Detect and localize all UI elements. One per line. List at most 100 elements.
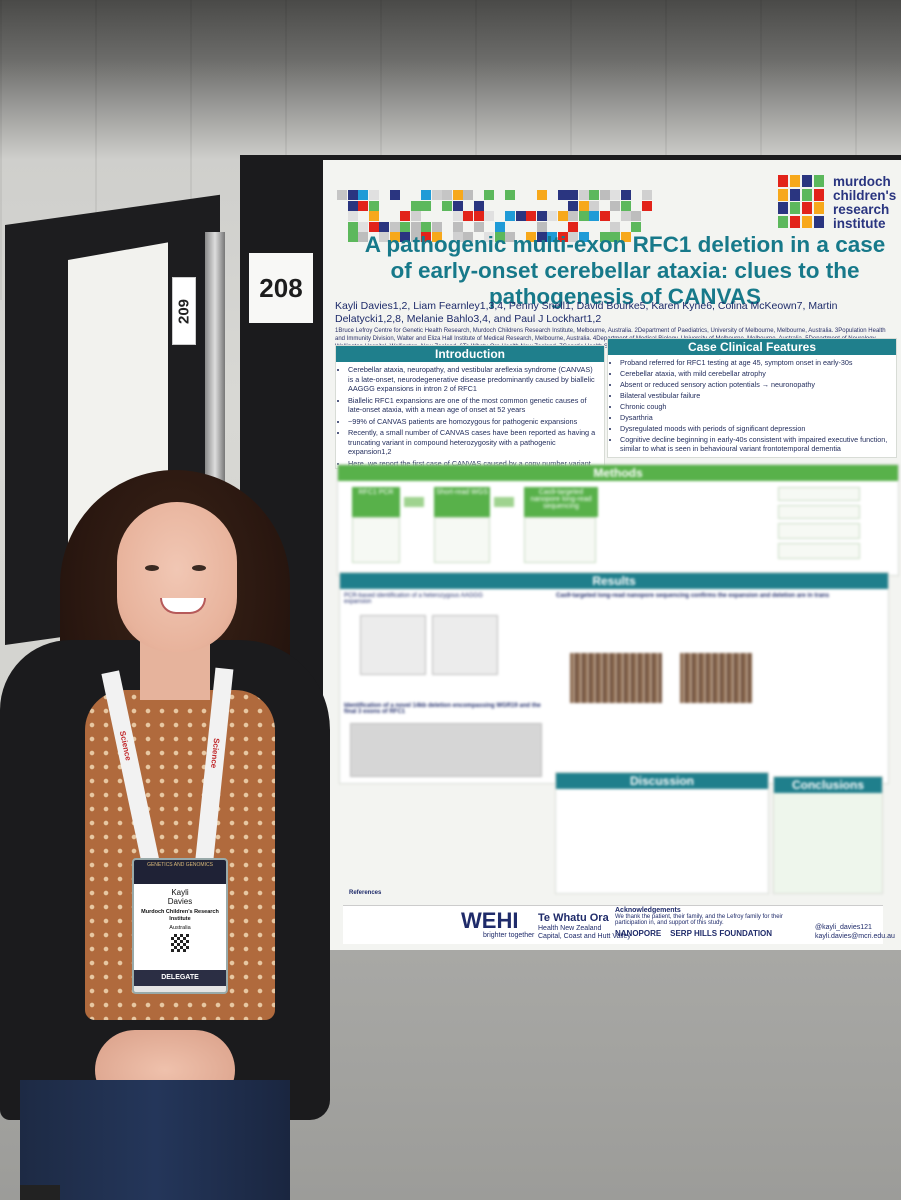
results-section: Results PCR-based identification of a he… (339, 572, 889, 784)
contact-info: @kayli_davies121 kayli.davies@mcri.edu.a… (815, 923, 895, 941)
shoe (20, 1185, 60, 1200)
list-item: ~99% of CANVAS patients are homozygous f… (348, 417, 598, 427)
pixel-tile (368, 221, 379, 232)
twora-subtitle: Health New Zealand Capital, Coast and Hu… (538, 925, 631, 941)
left-board-number: 209 (172, 277, 196, 345)
pixel-tile (452, 190, 463, 200)
pixel-tile (368, 190, 379, 200)
methods-section: Methods RFC1 PCR Short-read WGS Cas9-tar… (337, 464, 899, 576)
list-item: Dysregulated moods with periods of signi… (620, 424, 890, 433)
pixel-tile (568, 200, 578, 211)
institute-logo: murdoch children's research institute (778, 175, 898, 235)
logo-tile (802, 215, 812, 228)
pixel-banner (337, 190, 657, 245)
introduction-section: Introduction Cerebellar ataxia, neuropat… (335, 345, 605, 477)
list-item: Chronic cough (620, 402, 890, 411)
pixel-tile (389, 232, 400, 242)
badge-body: Kayli Davies Murdoch Children's Research… (134, 884, 226, 970)
logo-grid-icon (778, 175, 830, 231)
badge-last-name: Davies (167, 897, 193, 906)
pixel-tile (442, 190, 452, 200)
logo-tile (778, 188, 788, 201)
research-poster: murdoch children's research institute A … (323, 160, 901, 950)
pixel-tile (589, 190, 599, 200)
pixel-tile (400, 221, 410, 232)
results-subheading: Identification of a novel 14kb deletion … (344, 703, 541, 715)
pixel-tile (599, 211, 610, 221)
list-item: Cerebellar ataxia, neuropathy, and vesti… (348, 365, 598, 394)
method-step: Short-read WGS (434, 487, 490, 517)
pixel-tile (494, 232, 505, 242)
method-detail (778, 543, 860, 559)
list-item: Cognitive decline beginning in early-40s… (620, 435, 890, 453)
eye-icon (145, 565, 159, 571)
email-address: kayli.davies@mcri.edu.au (815, 933, 895, 940)
pixel-tile (620, 200, 631, 211)
method-detail (778, 505, 860, 519)
method-detail (524, 517, 596, 563)
case-features-section: Case Clinical Features Proband referred … (607, 338, 897, 458)
read-alignment (570, 653, 662, 703)
ack-text: We thank the patient, their family, and … (615, 914, 783, 926)
pixel-tile (578, 232, 589, 242)
logo-text: murdoch children's research institute (833, 175, 896, 231)
list-item: Cerebellar ataxia, with mild cerebellar … (620, 369, 890, 378)
pixel-tile (368, 200, 379, 211)
results-subheading: PCR-based identification of a heterozygo… (344, 593, 483, 605)
pixel-tile (358, 221, 368, 232)
pixel-tile (463, 190, 473, 200)
pixel-tile (442, 200, 452, 211)
poster-authors: Kayli Davies1,2, Liam Fearnley1,3,4, Pen… (335, 300, 838, 325)
badge-country: Australia (169, 925, 191, 931)
pixel-tile (473, 200, 484, 211)
pixel-tile (421, 200, 431, 211)
pixel-tile (547, 211, 557, 221)
method-step: Cas9-targeted nanopore long-read sequenc… (524, 487, 598, 517)
method-step: RFC1 PCR (352, 487, 400, 517)
pixel-tile (620, 190, 631, 200)
wehi-logo: WEHI (461, 908, 519, 933)
pixel-tile (536, 211, 547, 221)
pixel-tile (568, 221, 578, 232)
poster-footer (343, 905, 883, 944)
list-item: Proband referred for RFC1 testing at age… (620, 358, 890, 367)
logo-line: murdoch (833, 174, 891, 189)
conclusions-section: Conclusions (773, 776, 883, 894)
pixel-tile (431, 190, 442, 200)
qr-code-icon (171, 934, 189, 952)
pixel-tile (421, 221, 431, 232)
pixel-tile (347, 211, 358, 221)
pixel-tile (631, 211, 641, 221)
logo-line: children's (833, 188, 897, 203)
pixel-tile (400, 211, 410, 221)
lanyard-text: Science (117, 730, 133, 762)
pixel-tile (463, 211, 473, 221)
pixel-tile (536, 221, 547, 232)
pixel-tile (368, 211, 379, 221)
acknowledgements: Acknowledgements We thank the patient, t… (615, 907, 805, 938)
logo-tile (790, 202, 800, 214)
pixel-tile (421, 190, 431, 200)
logo-tile (778, 215, 788, 228)
pixel-tile (358, 232, 368, 242)
pixel-tile (452, 221, 463, 232)
ack-heading: Acknowledgements (615, 907, 681, 914)
sponsor-logo: SERP HILLS FOUNDATION (670, 929, 773, 938)
pixel-tile (494, 221, 505, 232)
badge-first-name: Kayli (171, 888, 189, 897)
method-detail (778, 523, 860, 539)
list-item: Recently, a small number of CANVAS cases… (348, 428, 598, 457)
method-detail (352, 517, 400, 563)
pixel-tile (379, 221, 389, 232)
pixel-tile (505, 190, 515, 200)
arrow-icon (404, 497, 424, 507)
pixel-tile (568, 211, 578, 221)
results-subheading: Cas9-targeted long-read nanopore sequenc… (556, 593, 830, 599)
badge-role: DELEGATE (134, 970, 226, 986)
logo-tile (790, 188, 800, 201)
section-heading: Methods (338, 465, 898, 481)
pixel-tile (410, 232, 421, 242)
plot-panel (432, 615, 498, 675)
references-heading: References (349, 890, 382, 896)
